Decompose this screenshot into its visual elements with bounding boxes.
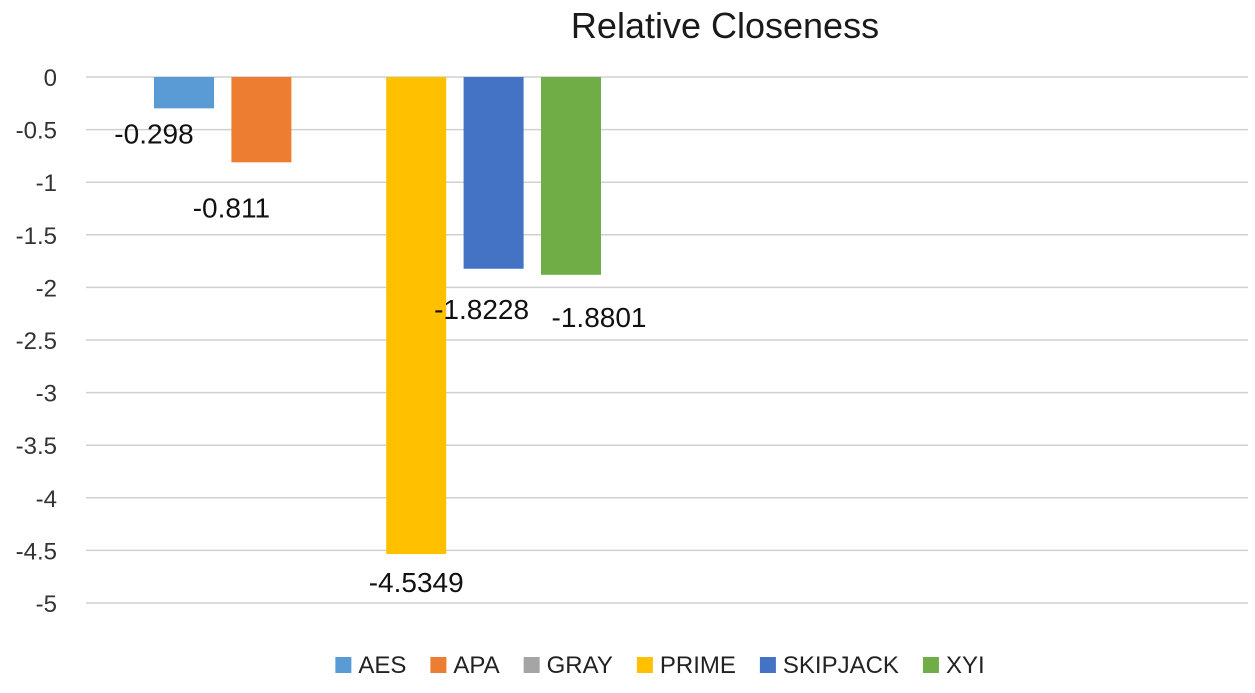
data-label-skipjack: -1.8228 xyxy=(434,294,529,325)
legend-label: PRIME xyxy=(660,652,736,679)
y-tick-label: -2.5 xyxy=(16,328,57,355)
bar-xyi xyxy=(541,77,601,275)
legend-label: XYI xyxy=(946,652,985,679)
legend-swatch xyxy=(523,657,540,673)
data-label-apa: -0.811 xyxy=(193,192,270,223)
y-tick-label: -5 xyxy=(36,591,57,618)
chart-title: Relative Closeness xyxy=(571,5,879,46)
data-label-prime: -4.5349 xyxy=(369,567,464,598)
legend-swatch xyxy=(430,657,447,673)
y-tick-label: -4 xyxy=(36,486,57,513)
y-tick-label: -3.5 xyxy=(16,433,57,460)
data-labels: -0.298 -0.811 -4.5349 -1.8228 -1.8801 xyxy=(114,118,646,598)
y-tick-label: -1.5 xyxy=(16,223,57,250)
bar-apa xyxy=(231,77,292,163)
legend-label: APA xyxy=(453,652,499,679)
legend-swatch xyxy=(636,657,653,673)
bar-aes xyxy=(154,77,214,109)
y-axis-ticks: 0 -0.5 -1 -1.5 -2 -2.5 -3 -3.5 -4 -4.5 -5 xyxy=(16,65,57,618)
y-tick-label: -3 xyxy=(36,381,57,408)
legend-label: AES xyxy=(358,652,406,679)
y-tick-label: -1 xyxy=(36,170,57,197)
legend-label: SKIPJACK xyxy=(783,652,899,679)
legend-swatch xyxy=(335,657,352,673)
bar-skipjack xyxy=(463,77,524,269)
legend-item-gray: GRAY xyxy=(523,652,613,679)
legend-item-prime: PRIME xyxy=(636,652,736,679)
legend-item-xyi: XYI xyxy=(922,652,985,679)
legend-item-aes: AES xyxy=(335,652,406,679)
legend-swatch xyxy=(759,657,776,673)
bar-prime xyxy=(386,77,447,555)
y-tick-label: 0 xyxy=(44,65,57,92)
bars xyxy=(154,77,601,555)
y-tick-label: -4.5 xyxy=(16,538,57,565)
y-tick-label: -2 xyxy=(36,275,57,302)
legend-item-apa: APA xyxy=(430,652,500,679)
y-tick-label: -0.5 xyxy=(16,118,57,145)
legend-swatch xyxy=(922,657,939,673)
data-label-xyi: -1.8801 xyxy=(552,302,647,333)
legend-item-skipjack: SKIPJACK xyxy=(759,652,899,679)
legend: AES APA GRAY PRIME SKIPJACK XYI xyxy=(335,652,985,679)
data-label-aes: -0.298 xyxy=(114,118,193,149)
legend-label: GRAY xyxy=(547,652,613,679)
